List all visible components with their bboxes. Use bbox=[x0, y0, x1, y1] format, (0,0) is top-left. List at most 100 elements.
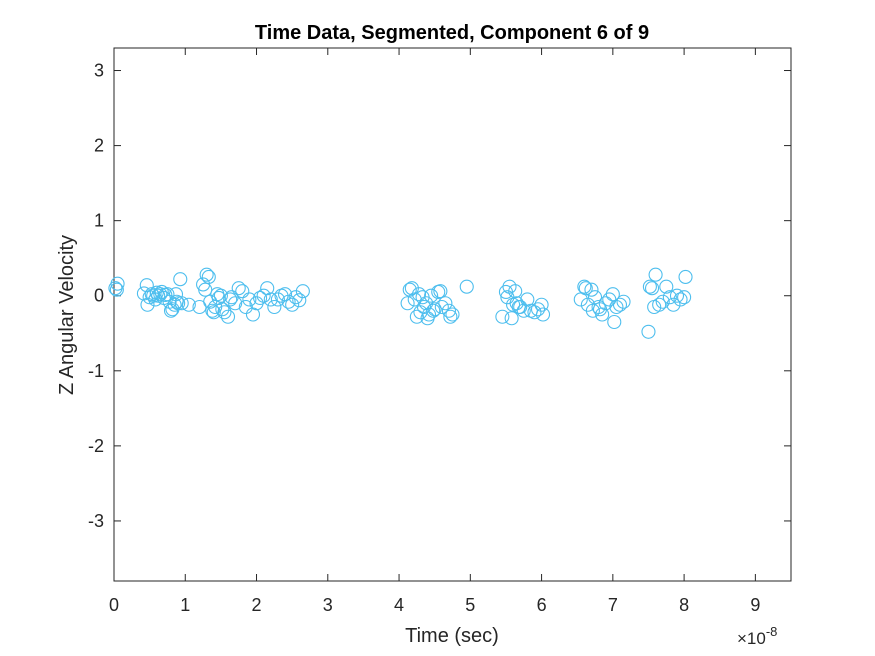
x-tick-label: 8 bbox=[679, 595, 689, 615]
scatter-point bbox=[295, 284, 310, 299]
scatter-point bbox=[678, 269, 693, 285]
x-tick-label: 3 bbox=[323, 595, 333, 615]
scatter-point bbox=[421, 307, 437, 322]
y-tick-label: 1 bbox=[94, 211, 104, 231]
scatter-point bbox=[285, 297, 300, 312]
scatter-point bbox=[109, 282, 124, 297]
scatter-point bbox=[534, 297, 549, 312]
scatter-point bbox=[659, 279, 674, 294]
scatter-point bbox=[260, 281, 275, 296]
scatter-point bbox=[220, 309, 236, 324]
scatter-point bbox=[205, 303, 220, 318]
scatter-point bbox=[235, 284, 250, 299]
scatter-point bbox=[495, 309, 510, 324]
scatter-point bbox=[652, 297, 667, 312]
scatter-point bbox=[277, 287, 293, 302]
scatter-point bbox=[173, 272, 188, 287]
scatter-point bbox=[641, 324, 656, 339]
y-tick-label: 0 bbox=[94, 286, 104, 306]
scatter-point bbox=[201, 269, 216, 285]
axes-box bbox=[113, 47, 792, 582]
scatter-point bbox=[612, 297, 628, 312]
scatter-point bbox=[427, 302, 442, 317]
x-axis-ticks: 0 1 2 3 4 5 6 7 8 9 bbox=[109, 48, 760, 615]
scatter-point bbox=[242, 292, 257, 307]
scatter-point bbox=[513, 299, 528, 315]
x-tick-label: 6 bbox=[537, 595, 547, 615]
scatter-point bbox=[438, 296, 453, 311]
scatter-points bbox=[108, 267, 693, 339]
scatter-point bbox=[402, 282, 417, 297]
x-tick-label: 2 bbox=[252, 595, 262, 615]
x-tick-label: 4 bbox=[394, 595, 404, 615]
scatter-point bbox=[146, 288, 161, 303]
scatter-point bbox=[153, 287, 168, 302]
scatter-point bbox=[642, 279, 657, 294]
scatter-point bbox=[504, 311, 519, 326]
scatter-point bbox=[607, 314, 622, 330]
scatter-point bbox=[443, 309, 458, 324]
x-axis-label: Time (sec) bbox=[405, 625, 499, 647]
scatter-point bbox=[644, 281, 660, 296]
scatter-point bbox=[215, 302, 230, 317]
scatter-point bbox=[591, 299, 606, 315]
y-axis-label: Z Angular Velocity bbox=[56, 235, 78, 395]
scatter-point bbox=[174, 296, 189, 311]
scatter-point bbox=[616, 294, 631, 309]
scatter-point bbox=[662, 290, 677, 305]
x-exponent-base: ×10 bbox=[737, 629, 766, 648]
scatter-point bbox=[231, 281, 246, 296]
scatter-point bbox=[203, 294, 218, 309]
scatter-point bbox=[223, 292, 238, 307]
scatter-point bbox=[434, 299, 449, 315]
scatter-point bbox=[433, 284, 448, 299]
scatter-point bbox=[245, 307, 261, 322]
scatter-point bbox=[666, 297, 681, 312]
scatter-point bbox=[181, 297, 196, 312]
scatter-point bbox=[508, 284, 523, 299]
x-exponent-power: -8 bbox=[766, 624, 778, 639]
y-tick-label: -1 bbox=[88, 361, 104, 381]
scatter-point bbox=[509, 296, 524, 311]
scatter-point bbox=[577, 279, 592, 294]
scatter-point bbox=[217, 305, 232, 320]
scatter-point bbox=[516, 303, 531, 318]
scatter-point bbox=[263, 292, 278, 307]
chart-title: Time Data, Segmented, Component 6 of 9 bbox=[255, 22, 649, 44]
scatter-point bbox=[520, 292, 535, 307]
scatter-point bbox=[400, 296, 415, 311]
y-tick-label: -2 bbox=[88, 436, 104, 456]
scatter-point bbox=[270, 292, 285, 307]
scatter-point bbox=[578, 281, 593, 296]
y-tick-label: 3 bbox=[94, 61, 104, 81]
scatter-point bbox=[213, 288, 228, 303]
x-tick-label: 9 bbox=[750, 595, 760, 615]
scatter-point bbox=[253, 290, 268, 306]
scatter-point bbox=[256, 288, 271, 303]
scatter-point bbox=[426, 303, 441, 318]
scatter-point bbox=[530, 302, 546, 317]
x-axis-exponent: ×10-8 bbox=[737, 624, 777, 648]
scatter-point bbox=[445, 307, 460, 322]
scatter-point bbox=[609, 299, 624, 315]
scatter-point bbox=[598, 296, 613, 311]
scatter-point bbox=[584, 282, 599, 297]
scatter-point bbox=[154, 284, 169, 300]
scatter-point bbox=[673, 292, 688, 307]
scatter-point bbox=[198, 282, 213, 297]
scatter-point bbox=[459, 279, 474, 294]
x-tick-label: 5 bbox=[465, 595, 475, 615]
scatter-point bbox=[669, 288, 685, 303]
scatter-point bbox=[595, 307, 610, 322]
scatter-point bbox=[151, 288, 166, 303]
scatter-point bbox=[199, 267, 214, 282]
scatter-point bbox=[535, 307, 551, 322]
scatter-point bbox=[238, 299, 253, 315]
scatter-point bbox=[416, 299, 432, 315]
scatter-point bbox=[677, 290, 692, 305]
plot-area bbox=[113, 47, 792, 582]
scatter-point bbox=[655, 294, 670, 309]
x-tick-label: 0 bbox=[109, 595, 119, 615]
scatter-point bbox=[267, 299, 282, 315]
